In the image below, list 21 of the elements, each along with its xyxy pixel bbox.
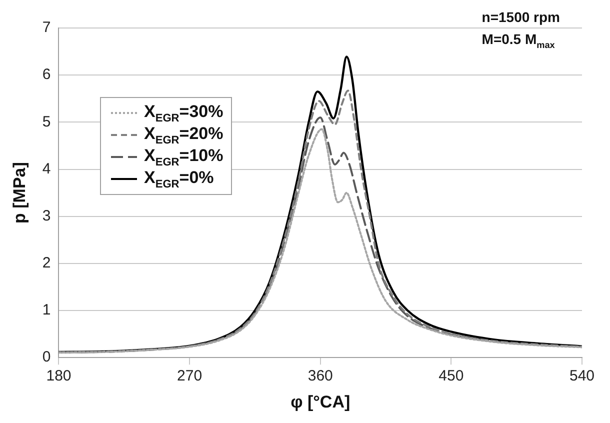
y-tick-label: 6 — [42, 66, 51, 84]
legend-label: X$_{EGR}$=0% — [144, 168, 214, 190]
text: n=1500 rpm — [482, 8, 560, 27]
x-tick-label: 450 — [438, 368, 464, 385]
legend-label: X$_{EGR}$=20% — [144, 124, 224, 146]
y-tick-label: 3 — [42, 207, 51, 224]
y-tick-label: 4 — [42, 160, 51, 178]
y-tick-label: 5 — [42, 113, 51, 130]
x-tick-label: 540 — [569, 368, 595, 385]
y-tick-label: 7 — [42, 19, 51, 36]
y-axis-title: p [MPa] — [10, 162, 29, 224]
y-tick-label: 0 — [42, 348, 51, 366]
x-axis-title: φ [°CA] — [290, 392, 350, 412]
legend-label: X$_{EGR}$=30% — [144, 102, 224, 124]
legend-label: X$_{EGR}$=10% — [144, 146, 224, 168]
y-tick-label: 2 — [42, 254, 51, 272]
annotation: M=0.5 M$_{max}$ — [482, 30, 556, 52]
x-tick-label: 180 — [46, 368, 72, 385]
x-tick-label: 360 — [308, 368, 333, 385]
x-tick-label: 270 — [177, 368, 202, 385]
y-tick-label: 1 — [42, 302, 51, 319]
